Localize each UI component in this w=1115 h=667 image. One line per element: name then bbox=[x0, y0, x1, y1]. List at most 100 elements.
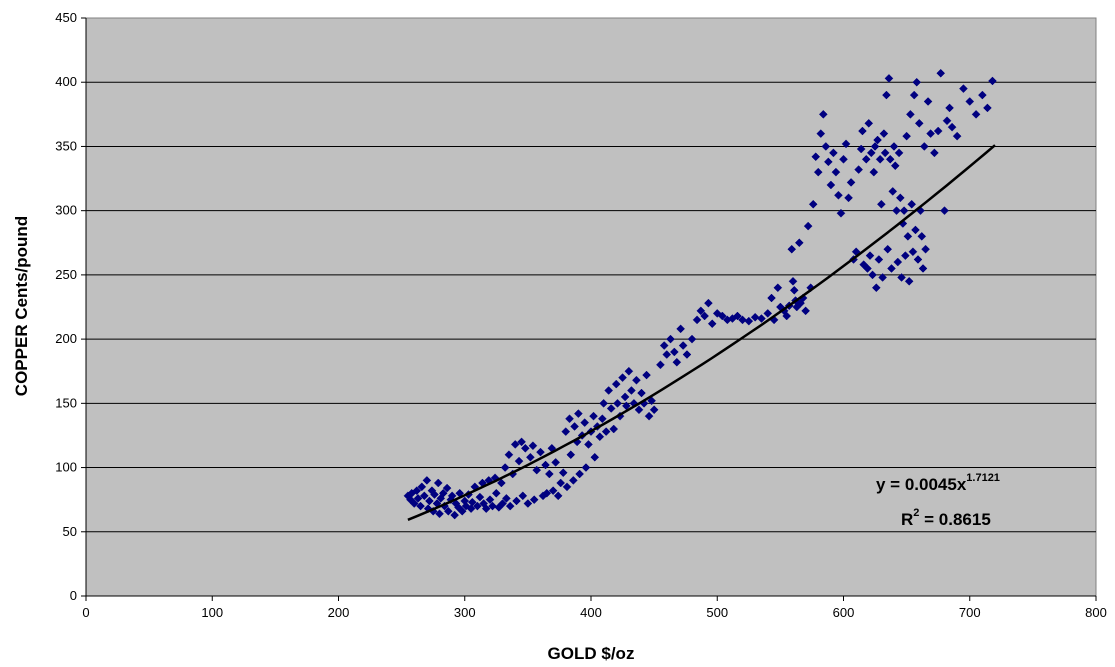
data-point bbox=[517, 437, 526, 447]
y-tick-label: 50 bbox=[63, 524, 77, 539]
data-point bbox=[895, 193, 905, 203]
data-point bbox=[544, 469, 554, 479]
data-point bbox=[884, 74, 894, 83]
data-point bbox=[601, 427, 611, 436]
data-point bbox=[869, 167, 879, 177]
data-point bbox=[911, 225, 920, 235]
data-point bbox=[669, 347, 679, 357]
data-point bbox=[831, 167, 841, 177]
data-point bbox=[871, 283, 881, 293]
data-point bbox=[803, 221, 813, 231]
data-point bbox=[609, 424, 619, 434]
data-point bbox=[914, 118, 924, 128]
data-point bbox=[904, 276, 914, 286]
data-point bbox=[618, 373, 627, 382]
data-point bbox=[700, 311, 709, 321]
data-point bbox=[442, 483, 452, 493]
data-point bbox=[475, 492, 485, 502]
data-point bbox=[926, 129, 935, 138]
data-point bbox=[542, 488, 552, 498]
data-point bbox=[644, 411, 654, 421]
data-point bbox=[717, 311, 727, 321]
data-point bbox=[917, 232, 927, 241]
data-point bbox=[707, 319, 717, 329]
data-point bbox=[584, 440, 593, 449]
data-point bbox=[841, 139, 851, 149]
data-point bbox=[438, 488, 448, 498]
data-point bbox=[666, 334, 675, 344]
data-point bbox=[500, 463, 510, 472]
data-point bbox=[811, 152, 821, 162]
trendline bbox=[407, 144, 996, 521]
data-point bbox=[988, 76, 997, 86]
data-point bbox=[526, 452, 535, 462]
data-point bbox=[450, 510, 460, 520]
data-point bbox=[897, 273, 906, 282]
data-point bbox=[757, 314, 766, 323]
data-point bbox=[892, 206, 901, 216]
data-point bbox=[907, 199, 917, 209]
data-point bbox=[880, 148, 890, 158]
x-tick-label: 400 bbox=[580, 605, 602, 620]
y-axis-title: COPPER Cents/pound bbox=[12, 216, 31, 396]
data-point bbox=[575, 469, 584, 479]
data-point bbox=[983, 103, 992, 113]
data-point bbox=[541, 460, 550, 470]
data-point bbox=[893, 257, 903, 267]
data-point bbox=[870, 142, 880, 151]
data-point bbox=[481, 504, 491, 514]
data-point bbox=[678, 341, 688, 350]
data-point bbox=[528, 441, 538, 451]
trendline-equation: y = 0.0045x1.7121 bbox=[876, 472, 1000, 494]
data-point bbox=[518, 491, 528, 501]
data-point bbox=[419, 491, 429, 501]
data-point bbox=[632, 375, 641, 385]
data-point bbox=[566, 450, 576, 460]
data-point bbox=[510, 440, 520, 449]
data-point bbox=[763, 309, 773, 318]
data-point bbox=[947, 122, 957, 132]
y-tick-label: 250 bbox=[55, 267, 77, 282]
data-point bbox=[523, 499, 533, 508]
data-point bbox=[733, 311, 742, 321]
data-point bbox=[868, 270, 877, 280]
data-point bbox=[787, 244, 797, 254]
data-point bbox=[649, 405, 659, 415]
y-tick-label: 300 bbox=[55, 203, 77, 218]
data-point bbox=[532, 465, 542, 475]
data-point bbox=[808, 199, 818, 209]
data-point bbox=[430, 490, 439, 499]
data-point bbox=[773, 283, 783, 293]
data-point bbox=[556, 478, 566, 488]
y-tick-label: 450 bbox=[55, 10, 77, 25]
x-tick-label: 0 bbox=[82, 605, 89, 620]
data-point bbox=[520, 443, 530, 453]
data-point bbox=[417, 482, 427, 492]
data-point bbox=[861, 154, 871, 164]
data-point bbox=[613, 398, 622, 408]
data-point bbox=[595, 432, 605, 442]
data-point bbox=[497, 478, 506, 488]
data-point bbox=[562, 482, 572, 492]
data-point bbox=[548, 486, 558, 496]
data-point bbox=[921, 244, 930, 254]
data-point bbox=[789, 285, 799, 295]
data-point bbox=[801, 306, 810, 316]
data-point bbox=[425, 496, 434, 506]
data-point bbox=[581, 463, 591, 472]
x-tick-label: 700 bbox=[959, 605, 981, 620]
data-point bbox=[647, 396, 656, 406]
data-point bbox=[945, 103, 954, 113]
data-point bbox=[529, 495, 539, 505]
data-point bbox=[902, 131, 911, 141]
data-point bbox=[823, 157, 833, 167]
data-point bbox=[682, 350, 692, 359]
data-point bbox=[413, 494, 423, 503]
data-point bbox=[978, 90, 987, 100]
data-point bbox=[878, 273, 887, 282]
data-point bbox=[637, 388, 646, 398]
x-tick-label: 800 bbox=[1085, 605, 1107, 620]
data-point bbox=[656, 360, 665, 370]
data-point bbox=[865, 251, 875, 260]
